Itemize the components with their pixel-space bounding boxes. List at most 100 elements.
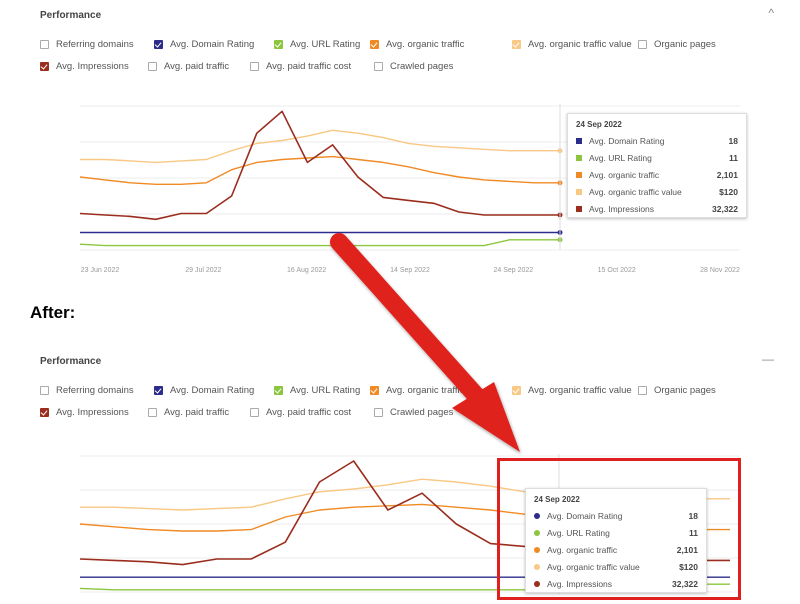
tooltip-value: 11 — [689, 527, 698, 538]
metric-toggle[interactable]: Crawled pages — [374, 405, 453, 419]
tooltip-label: Avg. organic traffic value — [547, 561, 640, 572]
tooltip-label: Avg. Impressions — [547, 578, 613, 589]
series-swatch-icon — [534, 512, 540, 519]
metric-label: Referring domains — [56, 38, 134, 50]
metric-label: Avg. organic traffic value — [528, 384, 632, 396]
checkbox-icon[interactable] — [40, 385, 49, 395]
metric-toggle[interactable]: Avg. paid traffic — [148, 59, 229, 73]
series-swatch-icon — [576, 205, 582, 212]
tooltip-value: $120 — [679, 561, 698, 572]
x-tick-label: 23 Jun 2022 — [81, 267, 120, 274]
series-swatch-icon — [534, 580, 540, 587]
checkbox-checked-icon[interactable] — [512, 39, 521, 49]
metric-label: Crawled pages — [390, 60, 454, 72]
checkbox-icon[interactable] — [374, 407, 383, 417]
tooltip-value: $120 — [719, 186, 738, 197]
series-line — [79, 239, 560, 247]
tooltip-label: Avg. Impressions — [589, 203, 655, 214]
tooltip-row: Avg. Domain Rating 18 — [526, 507, 706, 524]
tooltip-label: Avg. URL Rating — [589, 152, 652, 163]
tooltip-value: 32,322 — [712, 203, 738, 214]
collapse-icon[interactable]: ^ — [768, 6, 774, 20]
checkbox-icon[interactable] — [250, 407, 259, 417]
collapse-icon[interactable]: — — [762, 352, 774, 366]
tooltip-row: Avg. organic traffic value $120 — [526, 558, 706, 575]
metric-label: Crawled pages — [390, 406, 454, 418]
tooltip-value: 2,101 — [676, 544, 698, 555]
tooltip-label: Avg. URL Rating — [547, 527, 610, 538]
checkbox-checked-icon[interactable] — [370, 39, 379, 49]
metric-toggle[interactable]: Avg. Impressions — [40, 59, 129, 73]
metric-label: Referring domains — [56, 384, 134, 396]
checkbox-icon[interactable] — [148, 407, 157, 417]
metric-toggle[interactable]: Referring domains — [40, 37, 134, 51]
metric-label: Avg. paid traffic — [164, 60, 230, 72]
tooltip-date: 24 Sep 2022 — [534, 495, 580, 504]
tooltip-row: Avg. organic traffic 2,101 — [568, 166, 746, 183]
metric-toggle[interactable]: Avg. organic traffic — [370, 383, 464, 397]
series-swatch-icon — [534, 529, 540, 536]
x-tick-label: 16 Aug 2022 — [287, 267, 326, 274]
metric-toggle[interactable]: Avg. Domain Rating — [154, 383, 254, 397]
chart-tooltip: 24 Sep 2022 Avg. Domain Rating 18 Avg. URL… — [525, 488, 707, 593]
tooltip-label: Avg. Domain Rating — [589, 135, 665, 146]
tooltip-value: 32,322 — [672, 578, 698, 589]
checkbox-icon[interactable] — [250, 61, 259, 71]
metric-toggle[interactable]: Avg. paid traffic cost — [250, 59, 351, 73]
checkbox-icon[interactable] — [148, 61, 157, 71]
series-line — [80, 129, 560, 164]
x-tick-label: 29 Jul 2022 — [185, 267, 221, 274]
checkbox-icon[interactable] — [638, 385, 647, 395]
metric-toggle[interactable]: Referring domains — [40, 383, 134, 397]
tooltip-value: 18 — [688, 510, 698, 521]
tooltip-row: Avg. URL Rating 11 — [526, 524, 706, 541]
metric-toggle[interactable]: Avg. organic traffic — [370, 37, 464, 51]
metric-toggle[interactable]: Organic pages — [638, 37, 716, 51]
metric-label: Avg. Domain Rating — [170, 384, 255, 396]
tooltip-label: Avg. organic traffic — [589, 169, 660, 180]
after-heading: After: — [30, 303, 76, 322]
metric-toggle[interactable]: Avg. paid traffic — [148, 405, 229, 419]
series-swatch-icon — [534, 546, 540, 553]
chart-tooltip: 24 Sep 2022 Avg. Domain Rating 18 Avg. URL… — [567, 113, 747, 218]
metric-toggle[interactable]: Avg. URL Rating — [274, 37, 360, 51]
metric-label: Organic pages — [654, 38, 716, 50]
panel-title: Performance — [40, 356, 102, 367]
tooltip-date: 24 Sep 2022 — [576, 120, 622, 129]
tooltip-row: Avg. organic traffic 2,101 — [526, 541, 706, 558]
checkbox-checked-icon[interactable] — [40, 61, 49, 71]
metric-toggle[interactable]: Avg. URL Rating — [274, 383, 360, 397]
tooltip-label: Avg. organic traffic — [547, 544, 618, 555]
checkbox-checked-icon[interactable] — [274, 385, 283, 395]
tooltip-label: Avg. Domain Rating — [547, 510, 623, 521]
series-line — [79, 155, 560, 186]
metric-toggle[interactable]: Avg. organic traffic value — [512, 37, 632, 51]
metric-toggle[interactable]: Crawled pages — [374, 59, 453, 73]
metric-label: Avg. paid traffic — [164, 406, 230, 418]
metric-label: Avg. URL Rating — [290, 38, 361, 50]
checkbox-icon[interactable] — [40, 39, 49, 49]
series-line — [79, 110, 560, 221]
checkbox-checked-icon[interactable] — [512, 385, 521, 395]
tooltip-row: Avg. Impressions 32,322 — [568, 200, 746, 217]
tooltip-label: Avg. organic traffic value — [589, 186, 682, 197]
checkbox-checked-icon[interactable] — [154, 385, 163, 395]
series-swatch-icon — [576, 171, 582, 178]
checkbox-icon[interactable] — [638, 39, 647, 49]
tooltip-value: 18 — [728, 135, 738, 146]
metric-toggle[interactable]: Avg. paid traffic cost — [250, 405, 351, 419]
tooltip-row: Avg. Impressions 32,322 — [526, 575, 706, 592]
metric-toggle[interactable]: Avg. organic traffic value — [512, 383, 632, 397]
x-tick-label: 15 Oct 2022 — [598, 267, 636, 274]
checkbox-checked-icon[interactable] — [370, 385, 379, 395]
checkbox-checked-icon[interactable] — [274, 39, 283, 49]
checkbox-checked-icon[interactable] — [40, 407, 49, 417]
tooltip-value: 11 — [729, 152, 738, 163]
checkbox-checked-icon[interactable] — [154, 39, 163, 49]
metric-toggle[interactable]: Avg. Domain Rating — [154, 37, 254, 51]
series-swatch-icon — [576, 188, 582, 195]
checkbox-icon[interactable] — [374, 61, 383, 71]
metric-toggle[interactable]: Organic pages — [638, 383, 716, 397]
x-tick-label: 14 Sep 2022 — [390, 267, 430, 274]
metric-toggle[interactable]: Avg. Impressions — [40, 405, 129, 419]
